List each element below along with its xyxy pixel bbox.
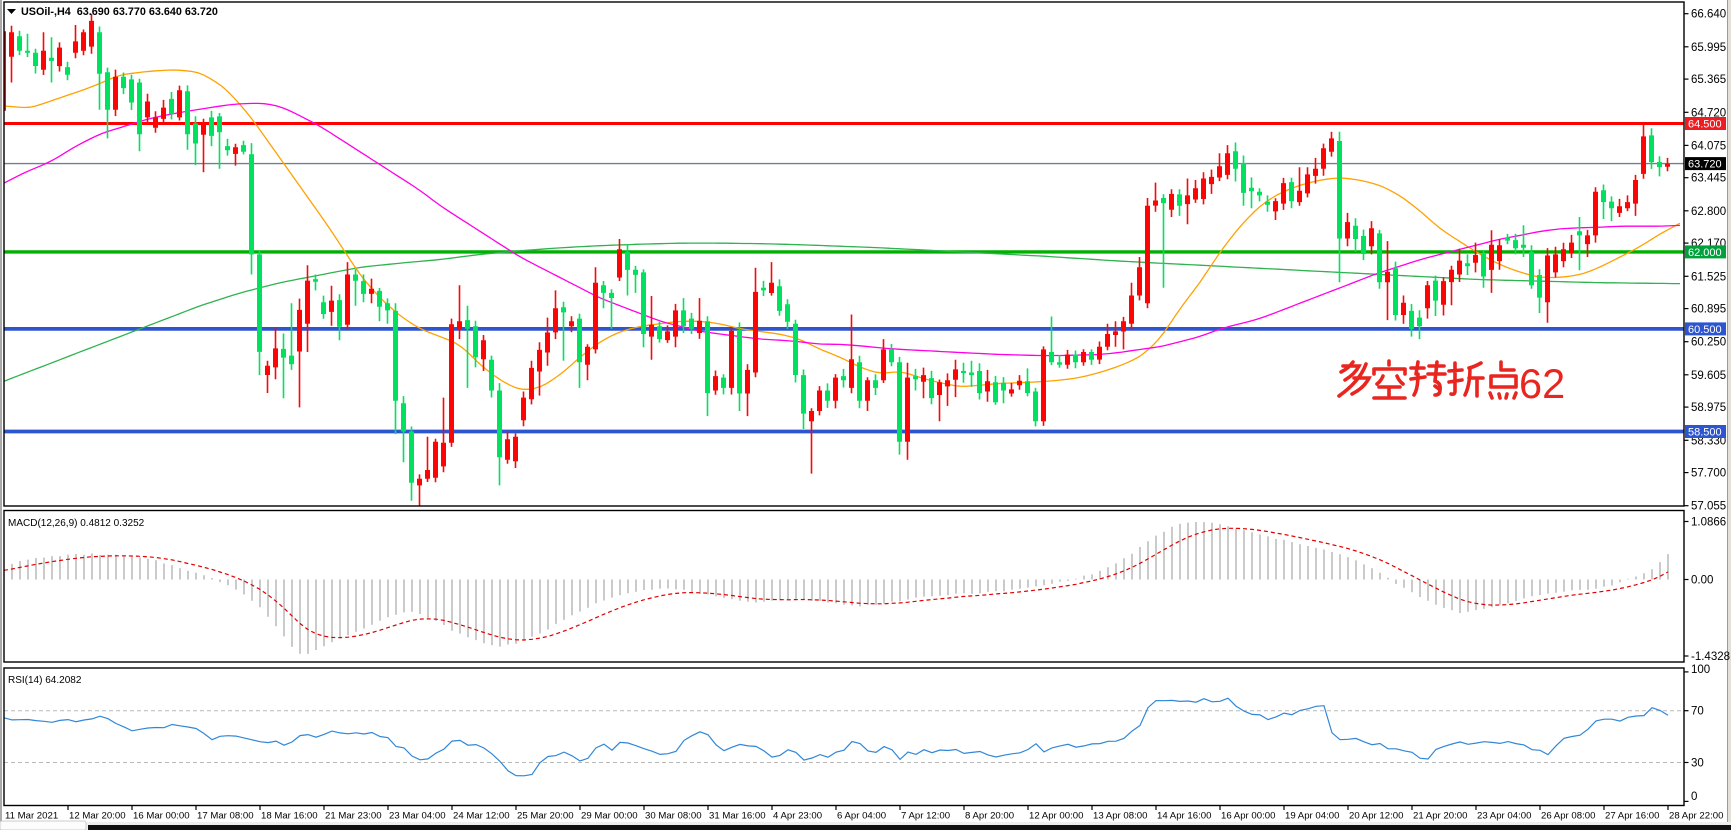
svg-text:65.995: 65.995: [1691, 42, 1726, 54]
svg-text:60.500: 60.500: [1688, 324, 1722, 336]
svg-text:60.250: 60.250: [1691, 337, 1726, 349]
svg-text:4 Apr 23:00: 4 Apr 23:00: [773, 811, 822, 822]
svg-text:16 Apr 00:00: 16 Apr 00:00: [1221, 811, 1275, 822]
svg-text:57.700: 57.700: [1691, 468, 1726, 480]
svg-text:23 Mar 04:00: 23 Mar 04:00: [389, 811, 446, 822]
svg-text:7 Apr 12:00: 7 Apr 12:00: [901, 811, 950, 822]
svg-text:61.525: 61.525: [1691, 271, 1726, 283]
svg-text:MACD(12,26,9) 0.4812 0.3252: MACD(12,26,9) 0.4812 0.3252: [8, 518, 145, 529]
svg-text:21 Mar 23:00: 21 Mar 23:00: [325, 811, 382, 822]
svg-text:18 Mar 16:00: 18 Mar 16:00: [261, 811, 318, 822]
svg-text:59.605: 59.605: [1691, 370, 1726, 382]
svg-text:13 Apr 08:00: 13 Apr 08:00: [1093, 811, 1147, 822]
svg-text:19 Apr 04:00: 19 Apr 04:00: [1285, 811, 1339, 822]
svg-text:63.720: 63.720: [1688, 159, 1722, 171]
svg-text:25 Mar 20:00: 25 Mar 20:00: [517, 811, 574, 822]
svg-text:64.720: 64.720: [1691, 107, 1726, 119]
svg-text:57.055: 57.055: [1691, 501, 1726, 513]
svg-text:6 Apr 04:00: 6 Apr 04:00: [837, 811, 886, 822]
svg-text:USOil-,H4 63.690 63.770 63.64: USOil-,H4 63.690 63.770 63.640 63.720: [21, 6, 218, 18]
svg-text:23 Apr 04:00: 23 Apr 04:00: [1477, 811, 1531, 822]
svg-text:100: 100: [1691, 664, 1710, 676]
svg-text:0: 0: [1691, 791, 1697, 803]
svg-text:12 Mar 20:00: 12 Mar 20:00: [69, 811, 126, 822]
svg-text:70: 70: [1691, 706, 1704, 718]
svg-text:65.365: 65.365: [1691, 74, 1726, 86]
svg-text:58.975: 58.975: [1691, 402, 1726, 414]
svg-text:58.500: 58.500: [1688, 427, 1722, 439]
svg-text:8 Apr 20:00: 8 Apr 20:00: [965, 811, 1014, 822]
svg-text:29 Mar 00:00: 29 Mar 00:00: [581, 811, 638, 822]
svg-text:66.640: 66.640: [1691, 9, 1726, 21]
svg-text:27 Apr 16:00: 27 Apr 16:00: [1605, 811, 1659, 822]
svg-text:64.500: 64.500: [1688, 119, 1722, 131]
svg-text:1.0866: 1.0866: [1691, 517, 1726, 529]
svg-text:28 Apr 22:00: 28 Apr 22:00: [1669, 811, 1723, 822]
svg-text:0.00: 0.00: [1691, 575, 1713, 587]
svg-text:30 Mar 08:00: 30 Mar 08:00: [645, 811, 702, 822]
svg-text:60.895: 60.895: [1691, 304, 1726, 316]
svg-text:RSI(14) 64.2082: RSI(14) 64.2082: [8, 675, 82, 686]
svg-text:-1.4328: -1.4328: [1691, 651, 1730, 663]
svg-text:31 Mar 16:00: 31 Mar 16:00: [709, 811, 766, 822]
svg-text:30: 30: [1691, 758, 1704, 770]
svg-text:20 Apr 12:00: 20 Apr 12:00: [1349, 811, 1403, 822]
svg-text:21 Apr 20:00: 21 Apr 20:00: [1413, 811, 1467, 822]
svg-text:11 Mar 2021: 11 Mar 2021: [5, 811, 58, 822]
svg-text:17 Mar 08:00: 17 Mar 08:00: [197, 811, 254, 822]
svg-text:62.000: 62.000: [1688, 247, 1722, 259]
svg-text:24 Mar 12:00: 24 Mar 12:00: [453, 811, 510, 822]
svg-text:12 Apr 00:00: 12 Apr 00:00: [1029, 811, 1083, 822]
svg-text:14 Apr 16:00: 14 Apr 16:00: [1157, 811, 1211, 822]
svg-text:64.075: 64.075: [1691, 140, 1726, 152]
svg-text:63.445: 63.445: [1691, 173, 1726, 185]
svg-text:16 Mar 00:00: 16 Mar 00:00: [133, 811, 190, 822]
svg-text:26 Apr 08:00: 26 Apr 08:00: [1541, 811, 1595, 822]
svg-text:58.330: 58.330: [1691, 435, 1726, 447]
svg-text:62.800: 62.800: [1691, 206, 1726, 218]
svg-text:62: 62: [1519, 360, 1565, 407]
